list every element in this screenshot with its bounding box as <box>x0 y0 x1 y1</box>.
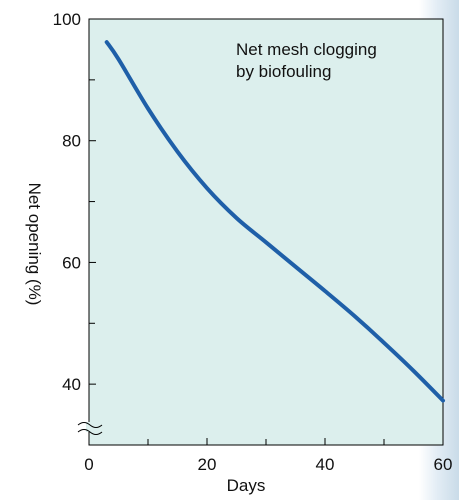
x-tick-label-40: 40 <box>316 455 335 474</box>
x-axis-ticks: 0 20 40 60 <box>84 438 452 474</box>
x-tick-label-0: 0 <box>84 455 93 474</box>
y-axis-title: Net opening (%) <box>25 183 44 306</box>
y-axis-ticks: 40 60 80 100 <box>53 10 96 394</box>
axis-break-wave-top <box>77 421 103 428</box>
y-tick-label-80: 80 <box>62 132 81 151</box>
x-tick-label-20: 20 <box>198 455 217 474</box>
x-tick-label-60: 60 <box>434 455 453 474</box>
x-axis-title: Days <box>227 476 266 495</box>
series-line-net-opening <box>104 40 445 403</box>
y-axis-break-mark <box>77 421 103 435</box>
plot-area <box>88 18 444 446</box>
annotation-line-1: Net mesh clogging <box>236 40 377 59</box>
y-tick-label-60: 60 <box>62 253 81 272</box>
y-tick-label-100: 100 <box>53 10 81 29</box>
annotation-line-2: by biofouling <box>236 62 331 81</box>
axis-break-wave-bottom <box>77 428 103 435</box>
y-tick-label-40: 40 <box>62 375 81 394</box>
